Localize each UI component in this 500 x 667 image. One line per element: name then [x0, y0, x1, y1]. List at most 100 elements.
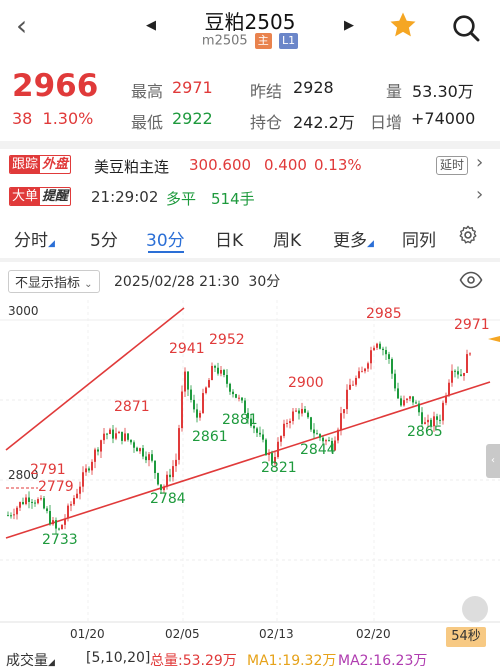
side-panel-handle[interactable]: ‹ [486, 444, 500, 478]
float-button[interactable] [462, 596, 488, 622]
prev-settle-label: 昨结 [250, 82, 283, 101]
tab-more[interactable]: 更多◢ [333, 231, 374, 251]
chevron-right-icon[interactable]: › [476, 152, 484, 173]
prev-contract-icon[interactable]: ◀ [146, 18, 156, 33]
tab-weekly[interactable]: 周K [273, 231, 302, 251]
candle-body [430, 419, 432, 427]
candle-body [391, 359, 393, 374]
candle-body [67, 505, 69, 519]
candle-body [136, 447, 138, 452]
candle-body [55, 520, 57, 529]
big-order-time: 21:29:02 [91, 188, 159, 206]
change-percent: 1.30% [42, 109, 94, 128]
star-icon[interactable] [388, 10, 418, 40]
tab-30min[interactable]: 30分 [146, 231, 185, 251]
annotation-2865: 2865 [407, 424, 443, 440]
chart-datetime: 2025/02/28 21:30 [114, 274, 240, 290]
candle-body [466, 354, 468, 373]
candle-body [265, 439, 267, 455]
candle-body [16, 507, 18, 515]
candle-body [304, 408, 306, 413]
tab-5min[interactable]: 5分 [90, 231, 118, 251]
annotation-2881: 2881 [222, 412, 258, 428]
candle-body [385, 350, 387, 355]
candle-body [250, 418, 252, 426]
candle-body [382, 348, 384, 351]
big-order-row[interactable]: 大单 提醒 [9, 187, 72, 210]
chart-cursor-info: 2025/02/28 21:30 30分 [114, 271, 280, 291]
back-icon[interactable]: ‹ [16, 9, 28, 42]
candle-body [25, 497, 27, 505]
follow-badge: 跟踪 外盘 [9, 155, 72, 174]
delay-button[interactable]: 延时 [436, 156, 469, 175]
candle-body [118, 431, 120, 434]
countdown-badge: 54秒 [446, 627, 486, 647]
candle-body [286, 422, 288, 424]
ma1-value: MA1:19.32万 [247, 653, 337, 667]
candle-body [277, 441, 279, 457]
candle-body [340, 413, 342, 430]
change-value: 38 [12, 109, 33, 128]
candle-body [442, 402, 444, 421]
search-icon[interactable] [450, 12, 482, 44]
chevron-right-icon-2[interactable]: › [476, 184, 484, 205]
candle-body [232, 391, 234, 395]
candle-body [49, 511, 51, 525]
candle-body [364, 368, 366, 372]
candle-body [217, 367, 219, 374]
candle-body [193, 399, 195, 410]
candle-body [397, 388, 399, 399]
foreign-market-row[interactable]: 跟踪 外盘 [9, 155, 72, 178]
next-contract-icon[interactable]: ▶ [344, 18, 354, 33]
candle-body [280, 436, 282, 442]
annotation-2985: 2985 [366, 306, 402, 322]
candle-body [94, 449, 96, 462]
tab-same-column[interactable]: 同列 [402, 231, 436, 251]
annotation-2900: 2900 [288, 375, 324, 391]
candle-body [31, 501, 33, 503]
candle-body [274, 456, 276, 464]
candle-body [463, 372, 465, 376]
candle-body [433, 416, 435, 427]
candle-body [7, 515, 9, 517]
candle-body [61, 524, 63, 530]
candle-body [283, 423, 285, 437]
gear-icon[interactable] [457, 224, 479, 246]
candle-body [355, 377, 357, 385]
candle-body [208, 380, 210, 388]
candle-body [46, 508, 48, 512]
annotation-2871: 2871 [114, 399, 150, 415]
tab-timeshare[interactable]: 分时◢ [14, 231, 55, 251]
section-divider [0, 141, 500, 149]
candle-body [436, 416, 438, 420]
candle-body [202, 393, 204, 413]
candle-body [460, 374, 462, 376]
candle-body [181, 391, 183, 429]
candle-body [376, 343, 378, 348]
candle-body [169, 474, 171, 478]
candle-body [205, 387, 207, 394]
indicator-select[interactable]: 成交量◢ [6, 653, 55, 667]
candle-body [247, 412, 249, 419]
candle-body [373, 347, 375, 351]
tab-daily[interactable]: 日K [215, 231, 244, 251]
annotation-2952: 2952 [209, 332, 245, 348]
y-tick-3000: 3000 [8, 304, 39, 318]
candle-body [418, 403, 420, 413]
annotation-2861: 2861 [192, 429, 228, 445]
candles [7, 341, 471, 534]
candle-body [424, 422, 426, 424]
eye-icon[interactable] [459, 270, 483, 290]
volume-label: 量 [386, 82, 403, 101]
candle-body [211, 365, 213, 381]
candle-body [19, 502, 21, 508]
candle-body [58, 528, 60, 530]
indicator-toggle[interactable]: 不显示指标 ⌄ [8, 270, 100, 293]
candle-body [124, 433, 126, 441]
high-value: 2971 [172, 78, 213, 97]
chart-period: 30分 [248, 274, 281, 290]
price-change: 38 1.30% [12, 109, 93, 128]
candlestick-chart[interactable]: 3000 2800 2791 2779 2871 2941 2952 2900 … [0, 296, 500, 650]
candle-body [361, 371, 363, 373]
tab-divider [0, 258, 500, 262]
